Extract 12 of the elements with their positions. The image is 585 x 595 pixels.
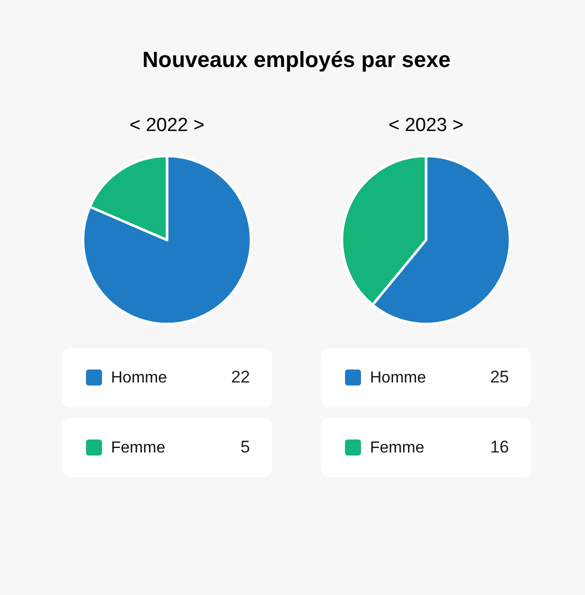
- pie-slice: [82, 154, 252, 326]
- text: Nouveaux employés par sexe: [142, 46, 451, 72]
- chart-subtitle: < 2023 >: [388, 114, 464, 136]
- legend-label: Femme: [370, 440, 424, 456]
- legend-label: Femme: [111, 440, 166, 456]
- data-label: 25: [490, 368, 509, 386]
- legend-label: Homme: [370, 370, 426, 386]
- legend-label: Homme: [111, 370, 168, 386]
- data-label: 5: [240, 438, 250, 456]
- data-label: 22: [231, 368, 250, 386]
- data-label: 16: [490, 438, 509, 456]
- chart-subtitle: < 2022 >: [129, 114, 205, 136]
